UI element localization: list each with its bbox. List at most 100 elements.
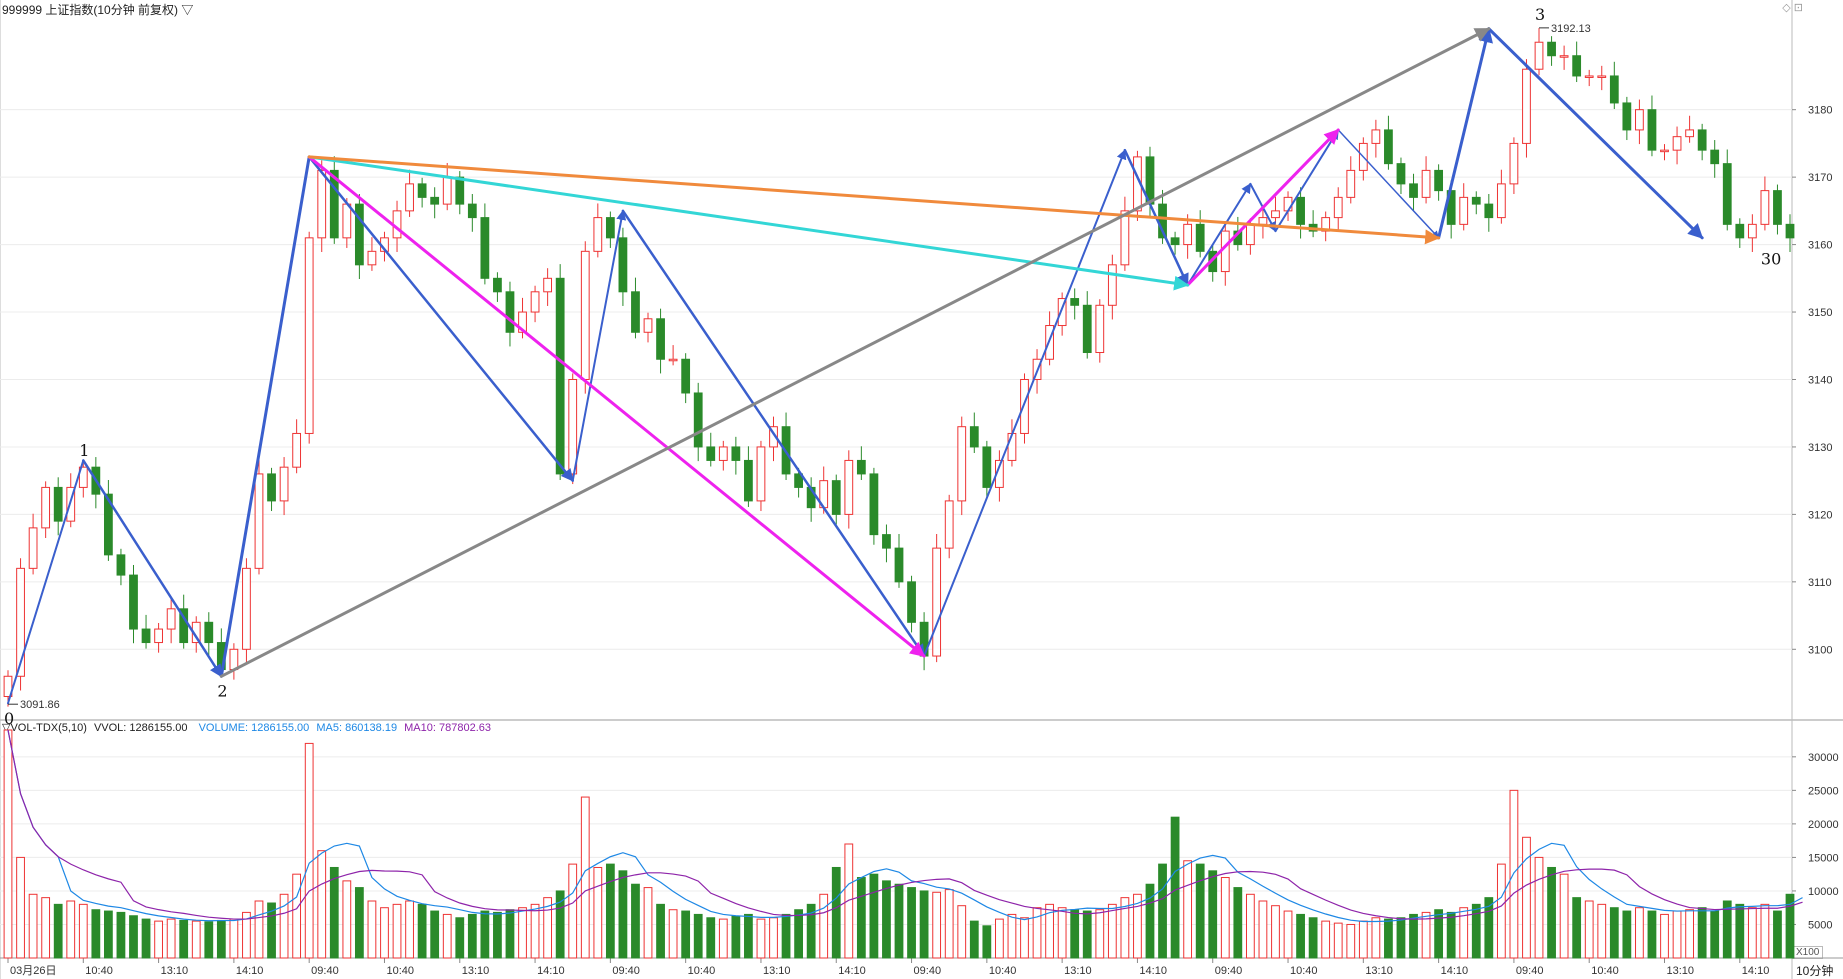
volume-bar xyxy=(1007,913,1017,959)
time-tick-label: 14:10 xyxy=(1441,965,1469,977)
volume-bar xyxy=(16,856,25,959)
volume-bar xyxy=(129,915,138,959)
volume-tick-label: 25000 xyxy=(1808,785,1839,797)
window-icon[interactable]: ⊡ xyxy=(1793,2,1803,14)
volume-bar xyxy=(1170,816,1180,959)
wave-label: 2 xyxy=(217,681,227,700)
volume-bar xyxy=(731,915,741,959)
volume-bar xyxy=(1773,910,1782,959)
volume-bar xyxy=(154,920,163,959)
candle-body xyxy=(304,237,314,434)
volume-bar xyxy=(756,918,766,959)
volume-bar xyxy=(806,903,816,959)
volume-bar xyxy=(1283,910,1293,959)
volume-bar xyxy=(166,918,176,959)
volume-bar xyxy=(1158,863,1167,959)
volume-bar xyxy=(643,887,653,959)
period-label[interactable]: 10分钟 xyxy=(1796,964,1834,978)
volume-bar xyxy=(329,866,339,959)
volume-bar xyxy=(91,909,101,959)
title-dropdown-icon[interactable]: ▽ xyxy=(181,3,194,17)
candle-body xyxy=(367,250,377,266)
candle-body xyxy=(1496,183,1506,219)
time-tick-label: 14:10 xyxy=(1139,965,1167,977)
candle-body xyxy=(1107,264,1117,306)
candle-body xyxy=(1722,163,1732,225)
chart-title: 999999 上证指数(10分钟 前复权) xyxy=(2,3,179,17)
candle-body xyxy=(831,480,841,515)
time-tick-label: 09:40 xyxy=(1516,965,1544,977)
volume-bar xyxy=(1145,883,1155,959)
trend-line-orange xyxy=(307,155,1441,245)
candle-body xyxy=(1434,169,1444,192)
price-tick-label: 3120 xyxy=(1808,509,1832,521)
volume-bar xyxy=(1032,907,1042,959)
volume-legend: ▽VOL-TDX(5,10) VVOL: 1286155.00 VOLUME: … xyxy=(2,721,491,734)
candle-body xyxy=(1747,223,1757,239)
candle-body xyxy=(744,459,753,502)
price-tick-label: 3100 xyxy=(1808,644,1832,656)
volume-bar xyxy=(216,919,226,959)
volume-bar xyxy=(279,893,289,959)
volume-bar xyxy=(1358,920,1368,959)
volume-bar xyxy=(1333,922,1343,959)
wave-label: 3 xyxy=(1535,5,1545,24)
candle-body xyxy=(1020,378,1029,434)
diamond-icon[interactable]: ◇ xyxy=(1782,2,1791,14)
time-tick-label: 09:40 xyxy=(914,965,942,977)
volume-bar xyxy=(354,887,364,959)
candle-body xyxy=(731,446,741,461)
candle-body xyxy=(618,237,628,293)
volume-bar xyxy=(1509,789,1519,959)
candle-body xyxy=(229,648,239,671)
volume-bar xyxy=(580,796,590,959)
volume-panel-icon[interactable]: ▽ xyxy=(2,722,11,734)
volume-bar xyxy=(1496,863,1506,959)
volume-bar xyxy=(1208,870,1218,959)
candle-body xyxy=(1760,190,1770,225)
volume-bar xyxy=(1082,910,1092,959)
price-tick-label: 3110 xyxy=(1808,577,1832,589)
volume-bar xyxy=(342,880,352,959)
candle-body xyxy=(455,176,465,205)
vvol-value: VVOL: 1286155.00 xyxy=(93,722,188,734)
candle-body xyxy=(1220,230,1230,273)
volume-bar xyxy=(982,925,992,959)
volume-bar xyxy=(28,893,38,959)
volume-bar xyxy=(467,913,477,959)
candle-body xyxy=(417,183,427,198)
ma10-line xyxy=(7,729,1803,920)
trend-line-blue xyxy=(1337,129,1440,239)
volume-bar xyxy=(957,905,967,959)
candle-body xyxy=(1685,129,1694,138)
volume-bar xyxy=(179,919,189,959)
volume-bar xyxy=(1572,897,1582,959)
volume-tick-label: 5000 xyxy=(1808,919,1832,931)
candle-body xyxy=(1271,210,1280,219)
volume-bar xyxy=(618,870,628,959)
candle-body xyxy=(856,459,866,475)
volume-bar xyxy=(1685,909,1694,959)
candle-body xyxy=(869,473,879,536)
candle-body xyxy=(1635,109,1644,131)
volume-bar xyxy=(819,893,829,959)
trend-line-blue xyxy=(1274,128,1340,233)
candle-body xyxy=(769,426,778,448)
trend-line-magenta xyxy=(1186,128,1340,287)
candle-body xyxy=(1195,223,1205,252)
candle-body xyxy=(292,432,302,468)
candle-body xyxy=(279,466,289,502)
candle-body xyxy=(78,466,88,488)
time-tick-label: 10:40 xyxy=(989,965,1017,977)
volume-bar xyxy=(769,917,778,959)
volume-bar xyxy=(229,918,239,959)
volume-bar xyxy=(844,843,854,959)
volume-bar xyxy=(191,920,201,959)
volume-bar xyxy=(480,910,490,959)
trend-line-blue xyxy=(82,459,223,678)
volume-bar xyxy=(204,921,214,959)
volume-bar xyxy=(656,903,665,959)
candle-body xyxy=(1409,183,1418,198)
candle-body xyxy=(844,459,854,515)
